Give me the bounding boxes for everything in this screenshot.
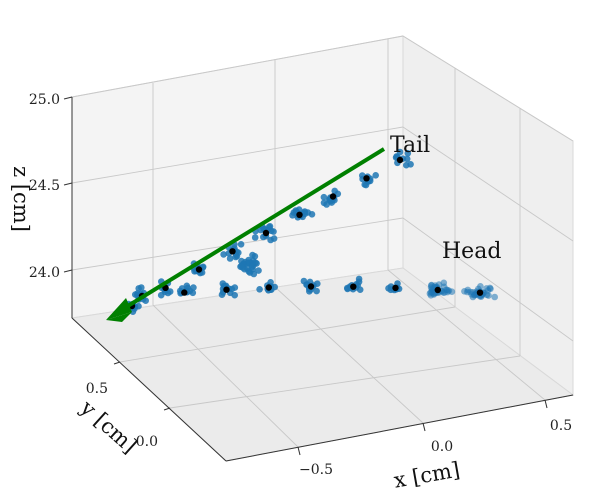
grid-x-floor-1: [152, 304, 299, 448]
grid-x-floor-3: [387, 269, 546, 401]
direction-arrow: [106, 147, 386, 322]
centerline-point: [476, 289, 484, 296]
z-tick-label-1: 25.0: [29, 92, 60, 108]
y-axis-line: [71, 317, 227, 462]
data-point: [426, 290, 434, 297]
data-point: [190, 284, 197, 291]
grid-y-floor-1: [119, 306, 456, 363]
y-tick-label-1: 0.5: [86, 381, 108, 397]
data-point: [313, 287, 320, 295]
x-axis-line: [225, 394, 574, 462]
data-point: [240, 260, 247, 268]
data-point: [464, 288, 471, 296]
data-point: [320, 193, 328, 201]
data-point: [135, 302, 142, 310]
tail-annotation: Tail: [390, 133, 430, 158]
data-point: [189, 289, 197, 297]
data-point: [487, 285, 494, 293]
data-point: [237, 241, 245, 248]
centerline-point: [363, 175, 370, 182]
centerline-point: [229, 248, 236, 255]
x-tick-label-2: 0.0: [431, 439, 453, 455]
x-axis-label: x [cm]: [392, 458, 462, 493]
data-point: [404, 150, 412, 157]
data-point: [166, 288, 174, 295]
head-annotation: Head: [442, 239, 501, 264]
x-tick-label-1: −0.5: [299, 462, 333, 478]
data-point: [471, 291, 478, 299]
data-point: [485, 292, 492, 299]
centerline-point: [262, 229, 270, 237]
grid-x-floor-2: [274, 286, 424, 424]
data-point: [372, 172, 380, 179]
grid-z-left-250: [71, 35, 404, 98]
arrow-head: [106, 298, 132, 320]
centerline-point: [307, 283, 315, 290]
centerline-point: [223, 286, 230, 293]
tick-marks: [63, 96, 548, 456]
data-point: [314, 280, 321, 288]
centerline-point: [181, 289, 188, 296]
grid-z-left-245: [71, 126, 404, 184]
axis-edges: [71, 97, 574, 462]
data-point: [435, 281, 443, 288]
centerline-point: [329, 193, 337, 200]
x-tick-label-3: 0.5: [550, 418, 572, 434]
data-point: [231, 291, 238, 299]
grid-z-right-250: [402, 35, 574, 142]
centerline-point: [296, 211, 303, 218]
data-point: [477, 283, 484, 290]
data-point: [142, 297, 149, 305]
z-tick-label-3: 24.0: [29, 265, 60, 281]
data-point: [444, 286, 451, 294]
data-point: [265, 223, 273, 231]
data-point: [184, 284, 191, 292]
centerline-point: [265, 284, 272, 291]
grid-y-floor-2: [169, 355, 521, 409]
centerline-point: [195, 266, 203, 273]
data-point: [250, 270, 258, 278]
data-point: [252, 259, 259, 267]
data-point: [226, 255, 234, 262]
data-point: [251, 234, 259, 241]
data-point: [256, 286, 263, 293]
data-point: [228, 285, 236, 293]
data-point: [331, 187, 339, 195]
data-point: [403, 155, 411, 163]
data-point: [138, 284, 145, 291]
centerline-point: [392, 284, 399, 292]
data-point: [323, 201, 330, 208]
grid-z-right-245: [402, 126, 574, 242]
data-point: [220, 251, 227, 258]
y-axis-label: y [cm]: [75, 395, 141, 458]
data-point: [491, 293, 499, 301]
data-point: [235, 249, 242, 256]
data-point: [267, 236, 274, 244]
y-tick-label-2: 0.0: [136, 434, 158, 450]
centerline-point: [350, 283, 357, 290]
z-axis-label: z [cm]: [9, 166, 33, 232]
data-point: [249, 251, 256, 259]
data-point: [356, 286, 364, 294]
centerline-point: [396, 156, 404, 164]
data-point: [355, 275, 363, 283]
data-point: [157, 291, 165, 299]
arrow-shaft: [116, 147, 386, 314]
grid-z-right-240: [402, 217, 574, 342]
data-point: [255, 267, 262, 274]
z-tick-label-2: 24.5: [29, 178, 60, 194]
data-point: [301, 210, 309, 218]
centerline-point: [434, 286, 441, 294]
data-point: [407, 161, 414, 168]
data-point: [295, 206, 303, 213]
arrow-head-tip: [106, 312, 132, 322]
